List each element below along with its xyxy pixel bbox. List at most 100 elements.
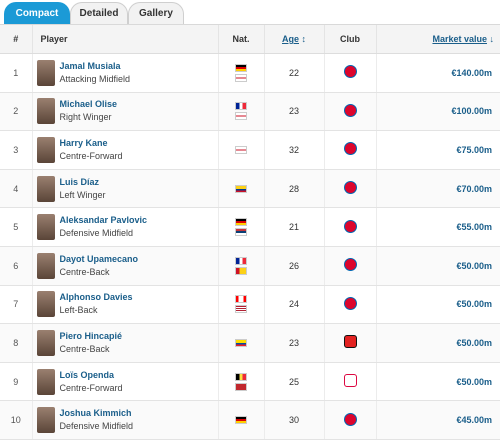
tab-gallery[interactable]: Gallery [128,2,184,24]
rank-number: 2 [0,92,33,132]
player-position: Left-Back [59,305,98,316]
player-position: Defensive Midfield [59,228,134,239]
age-cell: 23 [264,323,325,363]
player-cell: Joshua Kimmich Defensive Midfield [32,400,219,440]
player-position: Right Winger [59,112,112,123]
player-name-link[interactable]: Harry Kane [59,137,108,148]
player-position: Centre-Back [59,343,110,354]
club-cell [324,53,377,93]
bayern-munich-crest[interactable] [343,412,357,426]
bayer-leverkusen-crest[interactable] [343,335,357,349]
header-market-value[interactable]: Market value ↓ [376,25,500,54]
player-name-link[interactable]: Piero Hincapié [59,330,123,341]
club-cell [324,362,377,402]
table-row: 6 Dayot Upamecano Centre-Back 26 €50.00m [0,246,500,286]
player-name-link[interactable]: Loïs Openda [59,369,115,380]
rank-number: 7 [0,285,33,325]
player-position: Left Winger [59,189,106,200]
tab-detailed[interactable]: Detailed [70,2,128,24]
market-value-link[interactable]: €75.00m [376,130,500,170]
sort-icon: ↕ [301,34,307,44]
market-value-link[interactable]: €70.00m [376,169,500,209]
header-num: # [0,25,33,54]
age-sort-link[interactable]: Age [281,34,299,44]
player-position: Centre-Back [59,266,110,277]
age-cell: 21 [264,207,325,247]
player-cell: Harry Kane Centre-Forward [32,130,219,170]
table-header-row: # Player Nat. Age ↕ Club Market value ↓ [0,25,500,54]
market-value-link[interactable]: €45.00m [376,400,500,440]
player-cell: Piero Hincapié Centre-Back [32,323,219,363]
nationality-cell [218,362,265,402]
player-name-link[interactable]: Michael Olise [59,99,118,110]
market-value-link[interactable]: €50.00m [376,362,500,402]
germany-flag [235,416,247,425]
guinea-bissau-flag [235,266,247,275]
germany-flag [235,63,247,72]
avatar[interactable] [36,136,55,163]
player-cell: Dayot Upamecano Centre-Back [32,246,219,286]
avatar[interactable] [36,214,55,241]
avatar[interactable] [36,329,55,356]
market-value-link[interactable]: €140.00m [376,53,500,93]
players-table: # Player Nat. Age ↕ Club Market value ↓ … [0,25,500,440]
market-value-link[interactable]: €50.00m [376,323,500,363]
player-name-link[interactable]: Luis Díaz [59,176,100,187]
avatar[interactable] [36,59,55,86]
table-row: 5 Aleksandar Pavlovic Defensive Midfield… [0,207,500,247]
player-name-link[interactable]: Dayot Upamecano [59,253,139,264]
canada-flag [235,295,247,304]
bayern-munich-crest[interactable] [343,142,357,156]
bayern-munich-crest[interactable] [343,258,357,272]
table-row: 3 Harry Kane Centre-Forward 32 €75.00m [0,130,500,170]
france-flag [235,102,247,111]
club-cell [324,92,377,132]
avatar[interactable] [36,407,55,434]
header-club: Club [324,25,377,54]
market-value-link[interactable]: €50.00m [376,246,500,286]
nationality-cell [218,207,265,247]
age-cell: 26 [264,246,325,286]
club-cell [324,207,377,247]
nationality-cell [218,169,265,209]
market-value-sort-link[interactable]: Market value [432,34,487,44]
market-value-link[interactable]: €50.00m [376,285,500,325]
club-cell [324,285,377,325]
player-cell: Luis Díaz Left Winger [32,169,219,209]
bayern-munich-crest[interactable] [343,103,357,117]
morocco-flag [235,382,247,391]
age-cell: 30 [264,400,325,440]
player-position: Defensive Midfield [59,421,134,432]
bayern-munich-crest[interactable] [343,65,357,79]
age-cell: 22 [264,53,325,93]
header-age[interactable]: Age ↕ [264,25,325,54]
avatar[interactable] [36,368,55,395]
player-cell: Jamal Musiala Attacking Midfield [32,53,219,93]
nationality-cell [218,130,265,170]
market-value-link[interactable]: €55.00m [376,207,500,247]
player-name-link[interactable]: Alphonso Davies [59,292,133,303]
england-flag [235,112,247,121]
avatar[interactable] [36,291,55,318]
avatar[interactable] [36,252,55,279]
player-name-link[interactable]: Joshua Kimmich [59,408,132,419]
rb-leipzig-crest[interactable] [343,374,357,388]
player-name-link[interactable]: Jamal Musiala [59,60,121,71]
bayern-munich-crest[interactable] [343,181,357,195]
tab-compact[interactable]: Compact [4,2,70,24]
market-value-link[interactable]: €100.00m [376,92,500,132]
france-flag [235,256,247,265]
bayern-munich-crest[interactable] [343,219,357,233]
age-cell: 24 [264,285,325,325]
nationality-cell [218,285,265,325]
nationality-cell [218,53,265,93]
avatar[interactable] [36,98,55,125]
bayern-munich-crest[interactable] [343,296,357,310]
player-cell: Aleksandar Pavlovic Defensive Midfield [32,207,219,247]
player-name-link[interactable]: Aleksandar Pavlovic [59,215,148,226]
avatar[interactable] [36,175,55,202]
nationality-cell [218,323,265,363]
table-row: 7 Alphonso Davies Left-Back 24 €50.00m [0,285,500,325]
age-cell: 23 [264,92,325,132]
england-flag [235,145,247,154]
